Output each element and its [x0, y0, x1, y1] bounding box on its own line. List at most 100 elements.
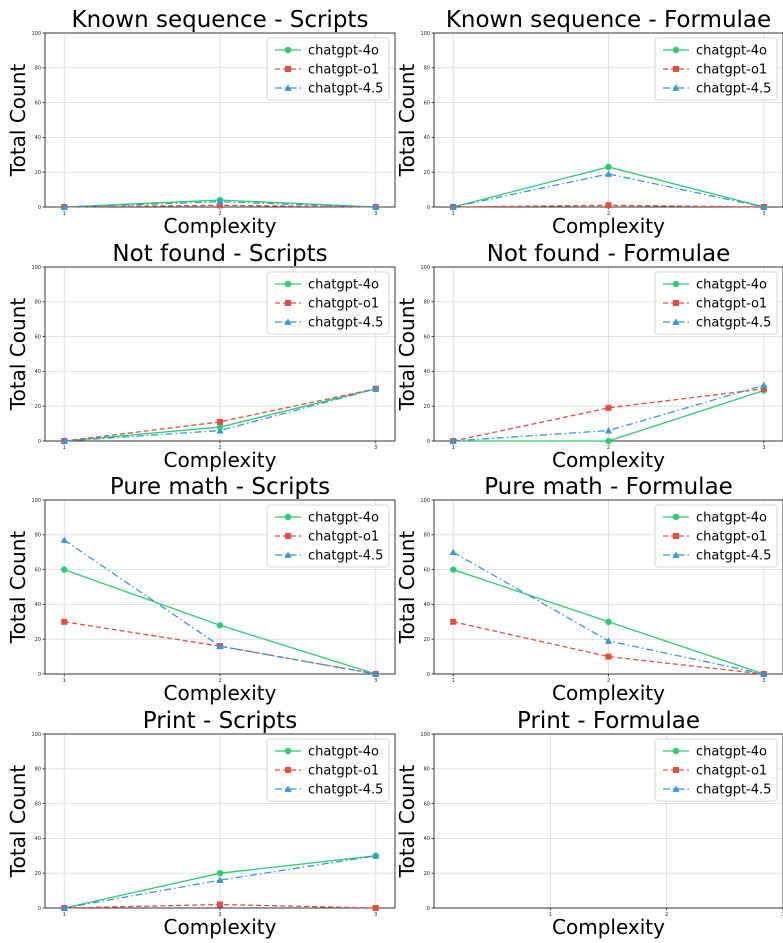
data-point — [604, 426, 613, 434]
legend-marker — [672, 318, 680, 325]
chart-panel: 0 20 40 60 80 100 1 2 3 Pure math - Formulae Compl… — [395, 474, 783, 705]
data-point — [60, 203, 68, 210]
x-axis-label: Complexity — [552, 681, 665, 705]
x-tick-label: 2 — [607, 445, 610, 451]
legend-label: chatgpt-o1 — [696, 297, 767, 312]
legend-marker — [672, 513, 680, 521]
legend: chatgpt-4o chatgpt-o1 chatgpt-4.5 — [654, 271, 778, 335]
legend-frame — [654, 504, 778, 568]
data-point — [450, 618, 457, 625]
series-chatgpt-4o — [61, 566, 379, 678]
x-axis-label: Complexity — [164, 448, 277, 472]
y-tick-label: 80 — [424, 767, 430, 773]
legend-frame — [654, 37, 778, 101]
y-tick-label: 20 — [424, 637, 430, 643]
x-tick-label: 1 — [63, 211, 66, 217]
legend-frame — [266, 738, 390, 802]
legend-marker — [672, 84, 680, 91]
y-tick-label: 0 — [38, 205, 41, 211]
y-axis-label: Total Count — [6, 765, 30, 879]
y-tick-label: 100 — [31, 732, 41, 738]
plot-frame — [433, 733, 783, 909]
legend-marker — [672, 46, 680, 54]
x-tick-label: 3 — [762, 211, 765, 217]
data-point — [216, 198, 224, 205]
legend-marker — [284, 747, 292, 755]
data-point — [372, 203, 380, 210]
x-axis-label: Complexity — [164, 915, 277, 939]
y-tick-label: 40 — [35, 836, 41, 842]
legend-frame — [654, 271, 778, 335]
y-axis-label: Total Count — [6, 531, 30, 645]
chart-title: Pure math - Scripts — [110, 474, 330, 500]
legend-marker — [673, 767, 679, 773]
legend-marker — [673, 300, 679, 306]
x-axis-label: Complexity — [552, 448, 665, 472]
y-tick-label: 100 — [31, 498, 41, 504]
legend-label: chatgpt-4.5 — [308, 783, 383, 798]
legend: chatgpt-4o chatgpt-o1 chatgpt-4.5 — [654, 504, 778, 568]
x-tick-label: 1 — [63, 678, 66, 684]
y-axis-label: Total Count — [395, 765, 419, 879]
y-tick-label: 20 — [35, 871, 41, 877]
legend-label: chatgpt-4o — [696, 44, 767, 59]
y-tick-label: 80 — [424, 66, 430, 72]
y-tick-label: 20 — [424, 871, 430, 877]
y-tick-label: 0 — [38, 672, 41, 678]
legend-label: chatgpt-4o — [308, 278, 379, 293]
y-tick-label: 0 — [427, 906, 430, 912]
legend-label: chatgpt-4o — [308, 511, 379, 526]
legend-label: chatgpt-4o — [696, 278, 767, 293]
y-tick-label: 60 — [424, 801, 430, 807]
y-tick-label: 40 — [35, 135, 41, 141]
data-point — [61, 618, 68, 625]
chart-title: Print - Scripts — [143, 708, 298, 734]
legend-label: chatgpt-o1 — [696, 764, 767, 779]
x-tick-label: 3 — [374, 912, 377, 918]
legend-label: chatgpt-4.5 — [696, 783, 771, 798]
legend-label: chatgpt-4o — [308, 44, 379, 59]
data-point — [605, 163, 612, 171]
x-axis-label: Complexity — [164, 681, 277, 705]
legend: chatgpt-4o chatgpt-o1 chatgpt-4.5 — [266, 738, 390, 802]
y-tick-label: 20 — [424, 170, 430, 176]
legend-label: chatgpt-o1 — [696, 63, 767, 78]
legend: chatgpt-4o chatgpt-o1 chatgpt-4.5 — [266, 37, 390, 101]
y-tick-label: 40 — [35, 602, 41, 608]
legend-label: chatgpt-4.5 — [696, 82, 771, 97]
x-axis-label: Complexity — [552, 214, 665, 238]
legend-marker — [672, 551, 680, 558]
legend-label: chatgpt-4.5 — [696, 316, 771, 331]
x-tick-label: 3 — [762, 445, 765, 451]
x-tick-label: 2 — [218, 912, 221, 918]
y-tick-label: 40 — [424, 135, 430, 141]
x-tick-label: 3 — [374, 678, 377, 684]
chart-title: Not found - Scripts — [112, 241, 327, 267]
y-tick-label: 20 — [35, 404, 41, 410]
series-line — [64, 855, 376, 909]
y-tick-label: 20 — [35, 637, 41, 643]
y-tick-label: 80 — [424, 300, 430, 306]
legend-label: chatgpt-o1 — [308, 530, 379, 545]
data-point — [60, 437, 68, 444]
data-point — [449, 437, 457, 444]
legend-marker — [672, 747, 680, 755]
data-point — [217, 901, 223, 908]
data-point — [604, 170, 613, 177]
series-chatgpt-4.5 — [449, 381, 768, 444]
data-point — [216, 426, 224, 434]
y-tick-label: 0 — [427, 672, 430, 678]
chart-panel: 0 20 40 60 80 100 1 2 3 Print - Scripts Complexity… — [6, 708, 396, 939]
x-tick-label: 1 — [63, 912, 66, 918]
series-line — [63, 539, 376, 675]
chart-panel: 0 20 40 60 80 100 1 2 3 Print - Formulae Complexit… — [395, 708, 783, 939]
y-tick-label: 100 — [31, 265, 41, 271]
y-tick-label: 0 — [427, 205, 430, 211]
legend-marker — [673, 66, 679, 72]
legend-marker — [672, 785, 680, 792]
data-point — [216, 642, 224, 650]
y-tick-label: 0 — [38, 439, 41, 445]
series-line — [453, 173, 764, 208]
x-tick-label: 1 — [452, 211, 455, 217]
series-chatgpt-4.5 — [449, 170, 768, 210]
